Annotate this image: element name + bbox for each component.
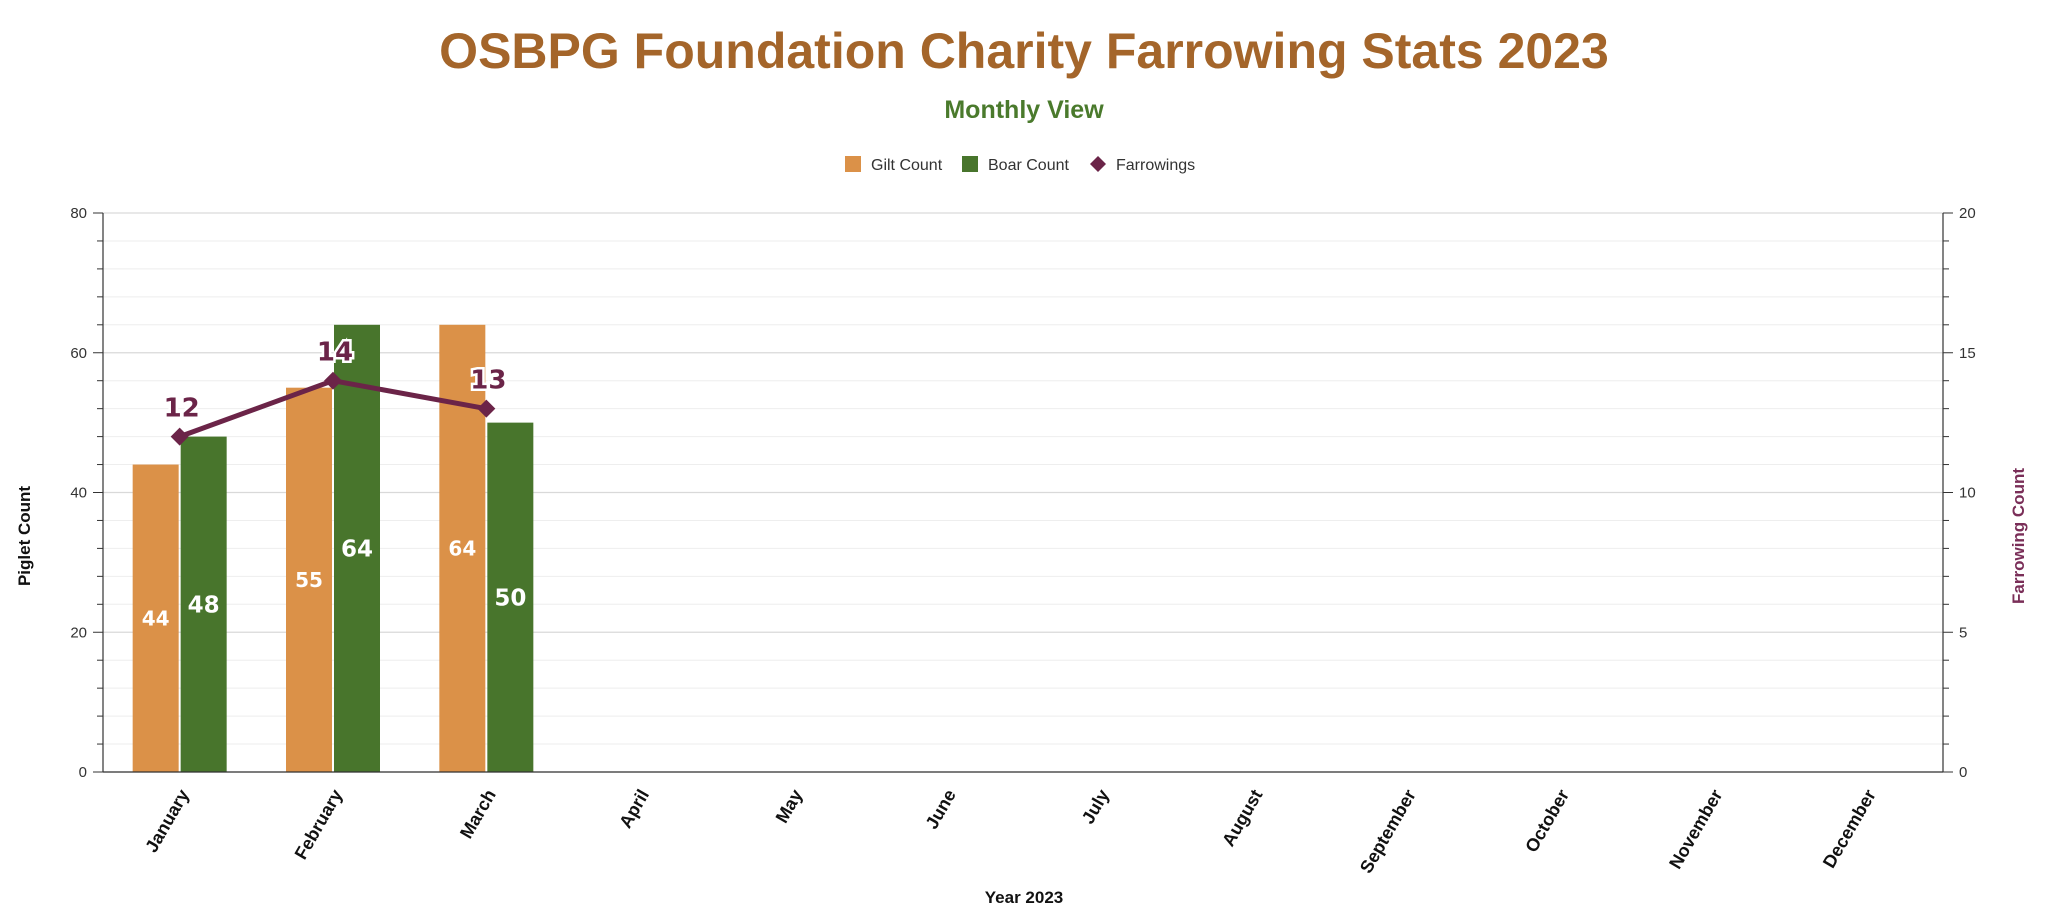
legend: Gilt Count Boar Count Farrowings <box>845 156 1195 174</box>
y2-axis-title: Farrowing Count <box>2009 468 2028 604</box>
x-tick-label: August <box>1218 786 1266 850</box>
x-axis-title: Year 2023 <box>985 888 1063 907</box>
gilt-bar <box>286 387 332 772</box>
y-tick-label: 20 <box>70 624 87 641</box>
y2-tick-label: 10 <box>1959 485 1976 502</box>
y2-tick-label: 5 <box>1959 624 1967 641</box>
legend-swatch <box>962 156 978 172</box>
gilt-bar-label: 44 <box>142 606 170 630</box>
farrowings-point <box>170 427 189 446</box>
farrowings-point-label: 14 <box>317 338 353 368</box>
y-tick-label: 0 <box>79 764 87 781</box>
gilt-bar-label: 64 <box>448 536 476 560</box>
legend-swatch <box>1090 156 1106 172</box>
chart-title: OSBPG Foundation Charity Farrowing Stats… <box>439 23 1609 79</box>
boar-bar <box>334 324 380 772</box>
farrowings-point-label: 13 <box>470 366 506 396</box>
gilt-bar <box>132 464 179 772</box>
y-axis-title: Piglet Count <box>15 486 34 586</box>
x-tick-label: November <box>1665 786 1726 872</box>
bars: 44 48 55 64 64 50 <box>132 324 534 772</box>
boar-bar-label: 64 <box>341 536 373 562</box>
boar-bar-label: 48 <box>188 592 220 618</box>
gilt-bar-label: 55 <box>295 568 323 592</box>
farrowings-line: 12 14 13 <box>161 335 509 446</box>
chart-subtitle: Monthly View <box>944 96 1104 124</box>
x-tick-label: May <box>772 786 807 826</box>
y2-tick-label: 20 <box>1959 205 1976 222</box>
x-tick-label: February <box>291 786 347 863</box>
x-tick-label: June <box>921 786 959 832</box>
legend-item-label: Boar Count <box>988 157 1069 174</box>
x-tick-label: October <box>1521 786 1573 856</box>
boar-bar-label: 50 <box>494 585 526 611</box>
y2-tick-label: 0 <box>1959 764 1967 781</box>
boar-bar <box>180 436 227 772</box>
grid <box>103 212 1943 773</box>
farrowings-point <box>477 399 496 418</box>
x-tick-label: March <box>456 786 500 842</box>
y-tick-label: 80 <box>70 205 87 222</box>
x-tick-label: January <box>141 786 193 856</box>
x-tick-label: July <box>1078 786 1113 827</box>
legend-item-label: Farrowings <box>1116 157 1195 174</box>
y-tick-label: 40 <box>70 485 87 502</box>
legend-swatch <box>845 156 861 172</box>
farrowings-point-label: 12 <box>164 394 200 424</box>
x-tick-label: April <box>615 786 653 832</box>
farrowings-point <box>324 371 342 390</box>
x-tick-label: September <box>1356 786 1420 877</box>
y-tick-label: 60 <box>70 345 87 362</box>
boar-bar <box>487 422 534 772</box>
y2-tick-label: 15 <box>1959 345 1976 362</box>
x-tick-label: December <box>1819 786 1880 871</box>
legend-item-label: Gilt Count <box>871 157 943 174</box>
